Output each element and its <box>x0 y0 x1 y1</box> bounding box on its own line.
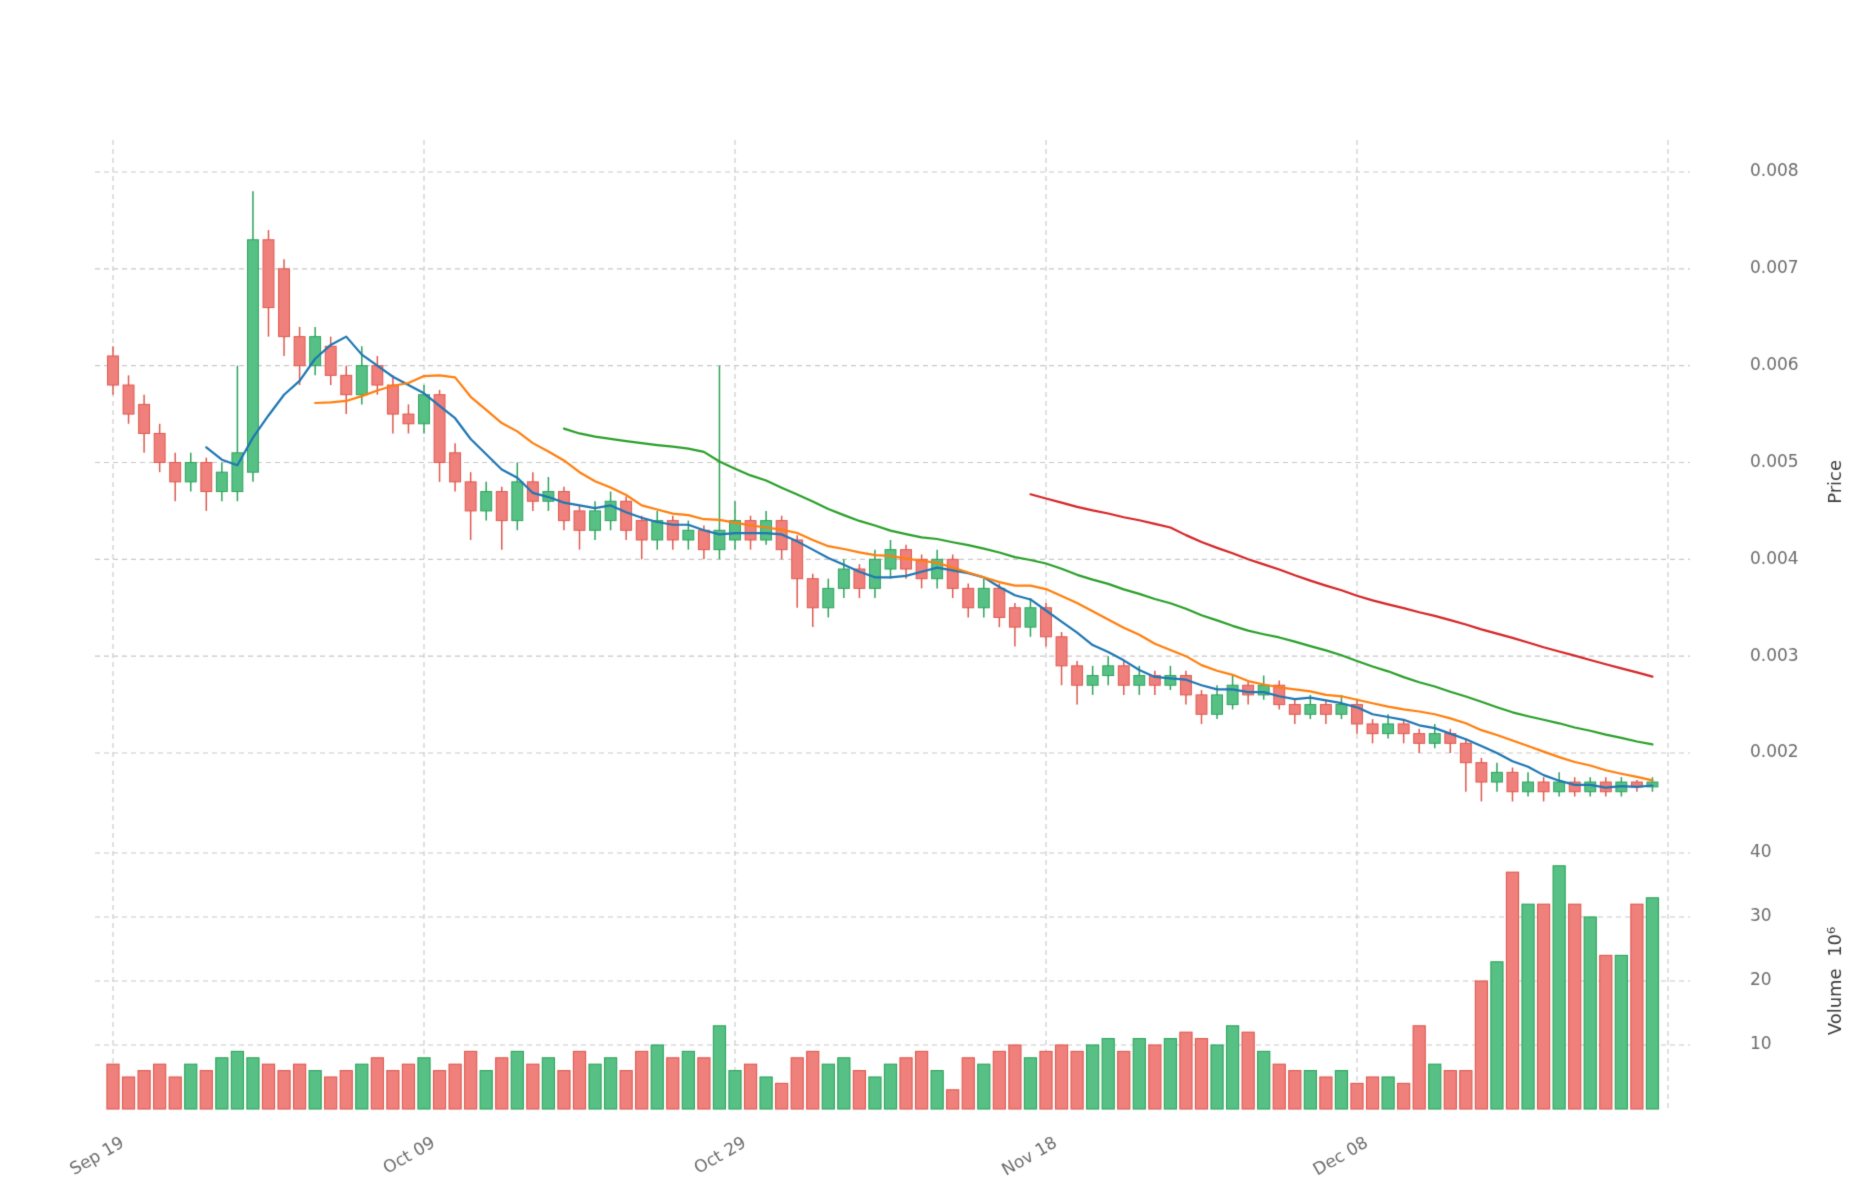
chart-figure: ROUTE 2025-12-27 price <box>0 0 1860 1202</box>
candlestick-chart-canvas <box>0 0 1860 1202</box>
